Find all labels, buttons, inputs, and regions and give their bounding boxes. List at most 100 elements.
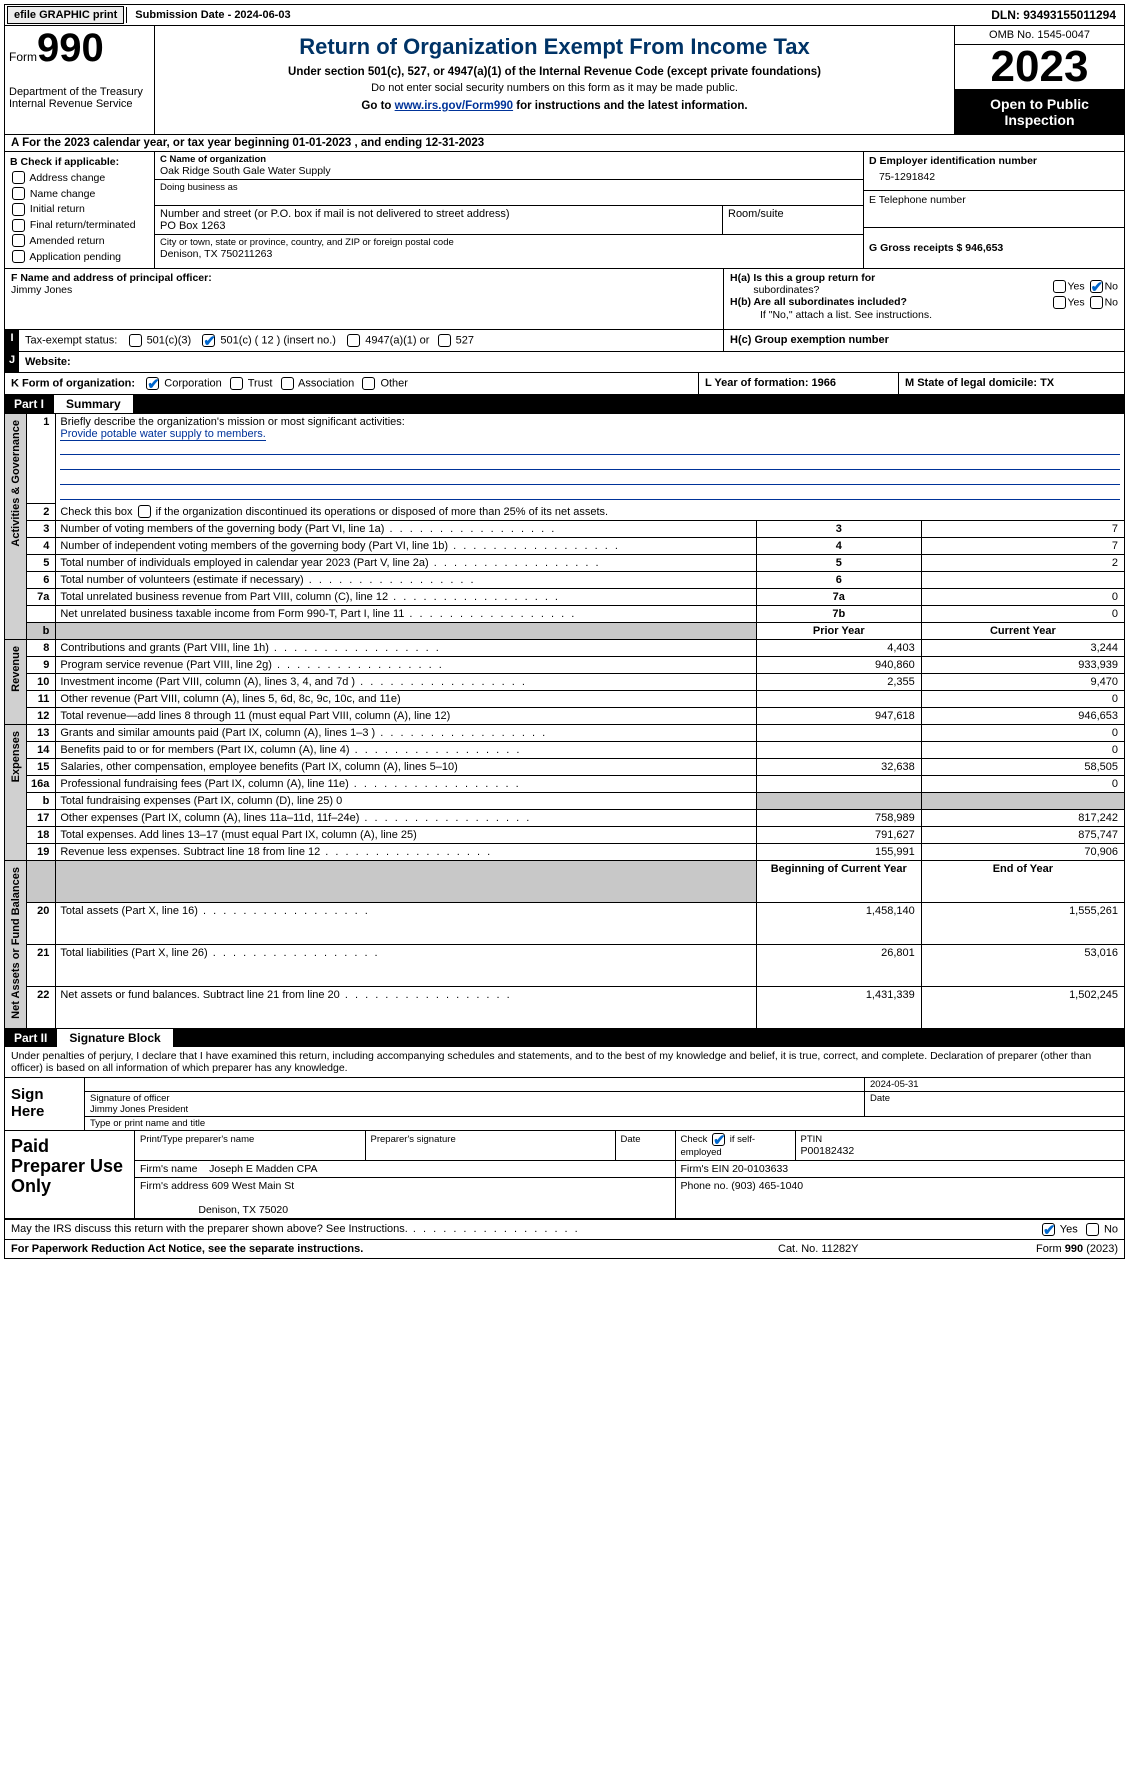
c20: 1,555,261 xyxy=(921,903,1124,945)
line14: Benefits paid to or for members (Part IX… xyxy=(60,744,349,756)
submission-date: Submission Date - 2024-06-03 xyxy=(126,7,298,23)
part1-header: Part I Summary xyxy=(4,395,1125,413)
cb-501c[interactable] xyxy=(202,334,215,347)
sig-officer-lbl: Signature of officer xyxy=(90,1093,170,1104)
p11 xyxy=(756,691,921,708)
line11: Other revenue (Part VIII, column (A), li… xyxy=(60,693,400,705)
subtitle-3: Go to www.irs.gov/Form990 for instructio… xyxy=(159,100,950,112)
column-b: B Check if applicable: Address change Na… xyxy=(5,152,155,268)
val4: 7 xyxy=(921,538,1124,555)
cb-other[interactable] xyxy=(362,377,375,390)
k-label: K Form of organization: xyxy=(11,378,135,390)
cb-self-employed[interactable] xyxy=(712,1133,725,1146)
p16a xyxy=(756,776,921,793)
firm-name: Joseph E Madden CPA xyxy=(209,1163,317,1175)
val5: 2 xyxy=(921,555,1124,572)
c16a: 0 xyxy=(921,776,1124,793)
form-header: Form990 Department of the Treasury Inter… xyxy=(4,26,1125,135)
i-label: I xyxy=(5,330,19,351)
cb-501c3[interactable] xyxy=(129,334,142,347)
opt-501c: 501(c) ( 12 ) (insert no.) xyxy=(220,335,336,347)
declaration: Under penalties of perjury, I declare th… xyxy=(5,1047,1124,1078)
phone-label: E Telephone number xyxy=(869,194,966,206)
checkbox-final-return[interactable] xyxy=(12,219,25,232)
cb-ha-yes[interactable] xyxy=(1053,280,1066,293)
part2-header: Part II Signature Block xyxy=(4,1029,1125,1047)
c22: 1,502,245 xyxy=(921,987,1124,1029)
c17: 817,242 xyxy=(921,810,1124,827)
cb-corp[interactable] xyxy=(146,377,159,390)
c18: 875,747 xyxy=(921,827,1124,844)
irs-link[interactable]: www.irs.gov/Form990 xyxy=(395,100,513,112)
city-label: City or town, state or province, country… xyxy=(160,237,858,248)
ein-label: D Employer identification number xyxy=(869,155,1037,167)
p14 xyxy=(756,742,921,759)
checkbox-address-change[interactable] xyxy=(12,171,25,184)
room-label: Room/suite xyxy=(728,208,858,220)
may-no: No xyxy=(1104,1223,1118,1235)
line16b: Total fundraising expenses (Part IX, col… xyxy=(60,795,342,807)
cb-trust[interactable] xyxy=(230,377,243,390)
p10: 2,355 xyxy=(756,674,921,691)
cb-discontinued[interactable] xyxy=(138,505,151,518)
tax-exempt-label: Tax-exempt status: xyxy=(25,335,117,347)
form-number: 990 xyxy=(37,26,104,70)
street-address: PO Box 1263 xyxy=(160,220,717,232)
opt-trust: Trust xyxy=(248,378,273,390)
open-to-public: Open to Public Inspection xyxy=(955,90,1124,134)
subtitle-2: Do not enter social security numbers on … xyxy=(159,82,950,94)
dept-treasury: Department of the Treasury xyxy=(9,86,150,98)
cb-527[interactable] xyxy=(438,334,451,347)
footer: For Paperwork Reduction Act Notice, see … xyxy=(4,1239,1125,1259)
cb-4947[interactable] xyxy=(347,334,360,347)
may-yes: Yes xyxy=(1060,1223,1078,1235)
hdr-prior: Prior Year xyxy=(756,623,921,640)
cb-hb-no[interactable] xyxy=(1090,296,1103,309)
cb-assoc[interactable] xyxy=(281,377,294,390)
self-emp: Check if self-employed xyxy=(681,1134,756,1158)
opt-assoc: Association xyxy=(298,378,354,390)
line6: Total number of volunteers (estimate if … xyxy=(60,574,303,586)
city-state-zip: Denison, TX 750211263 xyxy=(160,248,858,260)
line13: Grants and similar amounts paid (Part IX… xyxy=(60,727,375,739)
cb-may-yes[interactable] xyxy=(1042,1223,1055,1236)
p18: 791,627 xyxy=(756,827,921,844)
hc-label: H(c) Group exemption number xyxy=(730,334,889,346)
c13: 0 xyxy=(921,725,1124,742)
footer-right: Form 990 (2023) xyxy=(958,1243,1118,1255)
state-domicile: M State of legal domicile: TX xyxy=(899,373,1124,394)
dba-label: Doing business as xyxy=(160,182,858,193)
cb-ha-no[interactable] xyxy=(1090,280,1103,293)
form-label: Form xyxy=(9,50,37,64)
c15: 58,505 xyxy=(921,759,1124,776)
checkbox-amended[interactable] xyxy=(12,234,25,247)
p13 xyxy=(756,725,921,742)
c19: 70,906 xyxy=(921,844,1124,861)
cb-hb-yes[interactable] xyxy=(1053,296,1066,309)
prep-sig-lbl: Preparer's signature xyxy=(371,1134,456,1145)
cb-lbl-2: Initial return xyxy=(30,203,85,215)
ein-value: 75-1291842 xyxy=(869,167,1119,187)
checkbox-initial-return[interactable] xyxy=(12,203,25,216)
part1-title: Summary xyxy=(54,395,133,413)
f-label: F Name and address of principal officer: xyxy=(11,272,212,284)
sig-date: 2024-05-31 xyxy=(864,1078,1124,1091)
checkbox-app-pending[interactable] xyxy=(12,250,25,263)
efile-print-button[interactable]: efile GRAPHIC print xyxy=(7,6,124,24)
checkbox-name-change[interactable] xyxy=(12,187,25,200)
website-label: Website: xyxy=(25,356,71,368)
line8: Contributions and grants (Part VIII, lin… xyxy=(60,642,269,654)
ptin-lbl: PTIN xyxy=(801,1134,823,1145)
column-c: C Name of organization Oak Ridge South G… xyxy=(155,152,864,268)
c9: 933,939 xyxy=(921,657,1124,674)
firm-addr-lbl: Firm's address xyxy=(140,1180,209,1192)
line19: Revenue less expenses. Subtract line 18 … xyxy=(60,846,320,858)
ha-yes: Yes xyxy=(1068,281,1085,293)
mission-text: Provide potable water supply to members. xyxy=(60,428,265,441)
footer-cat: Cat. No. 11282Y xyxy=(778,1243,958,1255)
firm-addr1: 609 West Main St xyxy=(211,1180,294,1192)
cb-may-no[interactable] xyxy=(1086,1223,1099,1236)
p20: 1,458,140 xyxy=(756,903,921,945)
paid-preparer-label: Paid Preparer Use Only xyxy=(5,1131,135,1218)
val6 xyxy=(921,572,1124,589)
